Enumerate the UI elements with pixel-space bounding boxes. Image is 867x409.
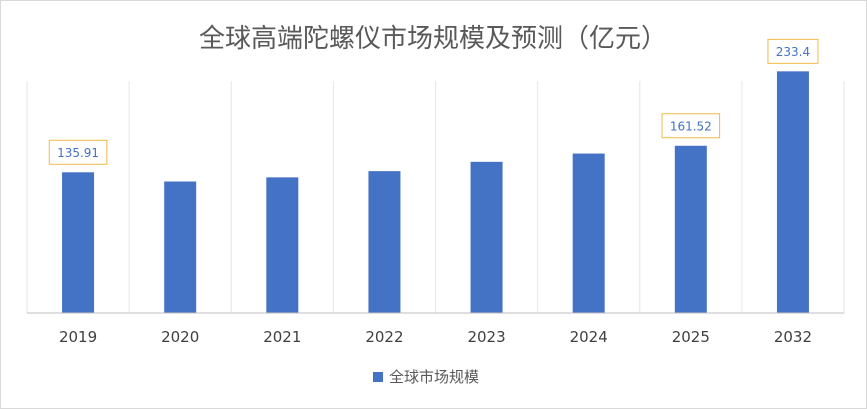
data-label-text: 135.91: [57, 146, 99, 160]
x-tick-label: 2032: [774, 328, 812, 346]
bar-2019: [62, 172, 95, 313]
data-label-text: 233.4: [776, 45, 810, 59]
x-tick-label: 2025: [672, 328, 710, 346]
grid-lines: [26, 81, 845, 313]
data-label-2032: 233.4: [767, 38, 819, 64]
bars: [62, 71, 809, 313]
bar-2023: [470, 161, 503, 313]
legend: 全球市场规模: [373, 368, 479, 386]
x-tick-label: 2023: [467, 328, 505, 346]
data-label-2019: 135.91: [48, 139, 108, 165]
bar-2020: [164, 181, 197, 313]
bar-2021: [266, 177, 299, 313]
data-label-2025: 161.52: [661, 113, 721, 139]
legend-label: 全球市场规模: [389, 368, 479, 386]
data-label-box: [48, 139, 108, 165]
chart-title: 全球高端陀螺仪市场规模及预测（亿元）: [199, 24, 667, 54]
legend-swatch: [373, 372, 383, 382]
x-tick-label: 2024: [570, 328, 608, 346]
data-label-box: [661, 113, 721, 139]
data-label-text: 161.52: [670, 119, 712, 133]
data-labels: 135.91 161.52 233.4: [48, 38, 819, 165]
x-tick-label: 2020: [161, 328, 199, 346]
bar-2032: [776, 71, 809, 313]
x-tick-label: 2022: [365, 328, 403, 346]
data-label-box: [767, 38, 819, 64]
bar-2025: [674, 145, 707, 313]
x-tick-label: 2019: [59, 328, 97, 346]
x-axis-ticks: 2019 2020 2021 2022 2023 2024 2025 2032: [59, 328, 812, 346]
bar-2024: [572, 153, 605, 313]
bar-2022: [368, 171, 401, 313]
x-tick-label: 2021: [263, 328, 301, 346]
